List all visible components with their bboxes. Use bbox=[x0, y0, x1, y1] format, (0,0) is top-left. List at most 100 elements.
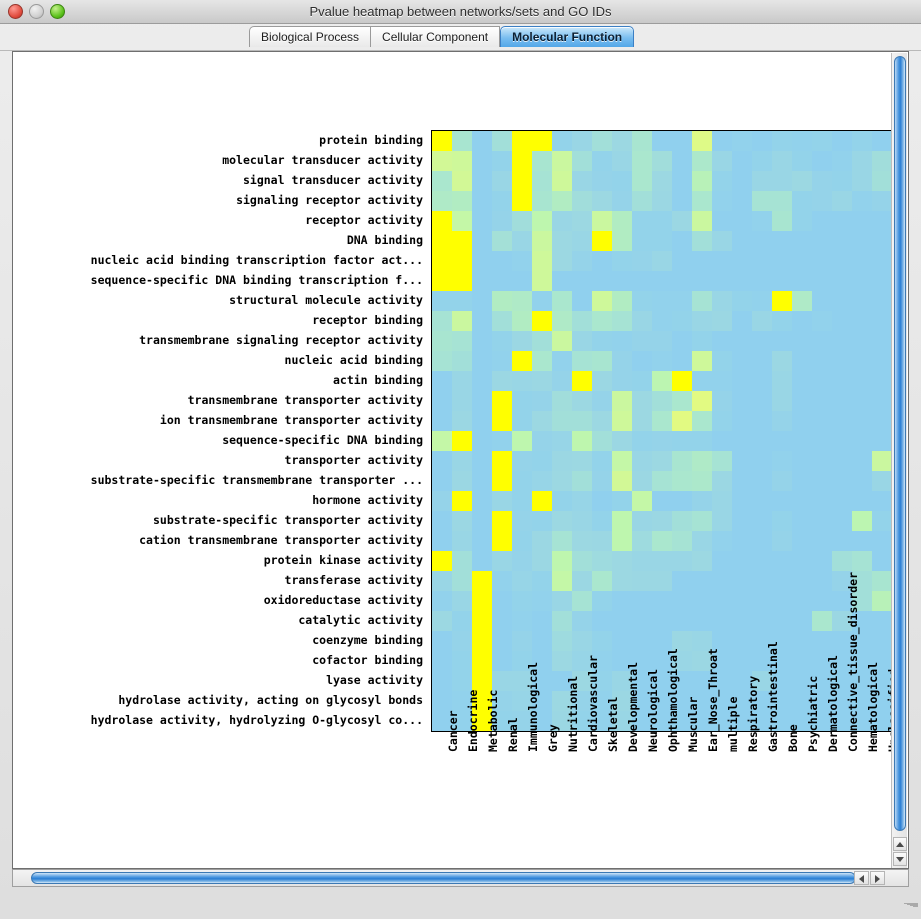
heatmap-cell[interactable] bbox=[732, 591, 752, 611]
heatmap-cell[interactable] bbox=[572, 391, 592, 411]
heatmap-cell[interactable] bbox=[752, 651, 772, 671]
heatmap-cell[interactable] bbox=[592, 631, 612, 651]
heatmap-cell[interactable] bbox=[472, 451, 492, 471]
heatmap-cell[interactable] bbox=[632, 131, 652, 151]
heatmap-cell[interactable] bbox=[432, 671, 452, 691]
heatmap-cell[interactable] bbox=[772, 691, 792, 711]
heatmap-cell[interactable] bbox=[532, 291, 552, 311]
heatmap-cell[interactable] bbox=[812, 331, 832, 351]
heatmap-cell[interactable] bbox=[612, 651, 632, 671]
heatmap-cell[interactable] bbox=[832, 191, 852, 211]
close-button[interactable] bbox=[8, 4, 23, 19]
heatmap-cell[interactable] bbox=[752, 631, 772, 651]
heatmap-cell[interactable] bbox=[712, 391, 732, 411]
heatmap-cell[interactable] bbox=[492, 531, 512, 551]
heatmap-cell[interactable] bbox=[572, 571, 592, 591]
heatmap-cell[interactable] bbox=[552, 411, 572, 431]
heatmap-cell[interactable] bbox=[752, 471, 772, 491]
heatmap-cell[interactable] bbox=[532, 611, 552, 631]
heatmap-cell[interactable] bbox=[632, 691, 652, 711]
heatmap-cell[interactable] bbox=[812, 311, 832, 331]
heatmap-cell[interactable] bbox=[592, 531, 612, 551]
heatmap-cell[interactable] bbox=[772, 351, 792, 371]
heatmap-cell[interactable] bbox=[472, 571, 492, 591]
heatmap-cell[interactable] bbox=[852, 151, 872, 171]
heatmap-cell[interactable] bbox=[432, 511, 452, 531]
heatmap-cell[interactable] bbox=[812, 711, 832, 731]
heatmap-cell[interactable] bbox=[692, 151, 712, 171]
heatmap-cell[interactable] bbox=[572, 591, 592, 611]
heatmap-cell[interactable] bbox=[552, 651, 572, 671]
heatmap-cell[interactable] bbox=[612, 691, 632, 711]
heatmap-cell[interactable] bbox=[552, 211, 572, 231]
heatmap-cell[interactable] bbox=[872, 131, 892, 151]
heatmap-cell[interactable] bbox=[712, 151, 732, 171]
heatmap-cell[interactable] bbox=[532, 671, 552, 691]
heatmap-cell[interactable] bbox=[552, 151, 572, 171]
heatmap-cell[interactable] bbox=[612, 531, 632, 551]
heatmap-cell[interactable] bbox=[652, 411, 672, 431]
heatmap-cell[interactable] bbox=[452, 391, 472, 411]
heatmap-cell[interactable] bbox=[872, 471, 892, 491]
heatmap-cell[interactable] bbox=[572, 691, 592, 711]
vertical-scrollbar[interactable] bbox=[891, 53, 907, 868]
heatmap-cell[interactable] bbox=[672, 251, 692, 271]
heatmap-cell[interactable] bbox=[512, 571, 532, 591]
heatmap-cell[interactable] bbox=[812, 391, 832, 411]
heatmap-cell[interactable] bbox=[592, 391, 612, 411]
heatmap-cell[interactable] bbox=[872, 551, 892, 571]
heatmap-cell[interactable] bbox=[452, 571, 472, 591]
heatmap-cell[interactable] bbox=[852, 351, 872, 371]
heatmap-cell[interactable] bbox=[652, 551, 672, 571]
heatmap-cell[interactable] bbox=[552, 491, 572, 511]
heatmap-cell[interactable] bbox=[532, 471, 552, 491]
heatmap-cell[interactable] bbox=[612, 451, 632, 471]
heatmap-cell[interactable] bbox=[812, 551, 832, 571]
heatmap-cell[interactable] bbox=[532, 251, 552, 271]
heatmap-cell[interactable] bbox=[652, 271, 672, 291]
heatmap-cell[interactable] bbox=[452, 231, 472, 251]
heatmap-cell[interactable] bbox=[472, 291, 492, 311]
heatmap-cell[interactable] bbox=[612, 431, 632, 451]
heatmap-cell[interactable] bbox=[432, 151, 452, 171]
heatmap-cell[interactable] bbox=[732, 431, 752, 451]
heatmap-cell[interactable] bbox=[752, 191, 772, 211]
heatmap-cell[interactable] bbox=[772, 711, 792, 731]
heatmap-cell[interactable] bbox=[672, 691, 692, 711]
heatmap-cell[interactable] bbox=[572, 431, 592, 451]
heatmap-cell[interactable] bbox=[792, 691, 812, 711]
heatmap-cell[interactable] bbox=[512, 371, 532, 391]
heatmap-cell[interactable] bbox=[732, 231, 752, 251]
heatmap-cell[interactable] bbox=[812, 611, 832, 631]
heatmap-cell[interactable] bbox=[592, 191, 612, 211]
heatmap-cell[interactable] bbox=[432, 431, 452, 451]
heatmap-cell[interactable] bbox=[852, 611, 872, 631]
heatmap-cell[interactable] bbox=[552, 711, 572, 731]
heatmap-cell[interactable] bbox=[572, 511, 592, 531]
heatmap-cell[interactable] bbox=[872, 411, 892, 431]
heatmap-cell[interactable] bbox=[772, 571, 792, 591]
heatmap-cell[interactable] bbox=[772, 251, 792, 271]
heatmap-cell[interactable] bbox=[552, 431, 572, 451]
heatmap-cell[interactable] bbox=[512, 231, 532, 251]
heatmap-cell[interactable] bbox=[752, 231, 772, 251]
heatmap-cell[interactable] bbox=[812, 651, 832, 671]
heatmap-cell[interactable] bbox=[472, 311, 492, 331]
heatmap-cell[interactable] bbox=[492, 591, 512, 611]
heatmap-cell[interactable] bbox=[492, 231, 512, 251]
heatmap-cell[interactable] bbox=[872, 531, 892, 551]
heatmap-cell[interactable] bbox=[812, 171, 832, 191]
heatmap-cell[interactable] bbox=[552, 351, 572, 371]
heatmap-cell[interactable] bbox=[692, 211, 712, 231]
heatmap-cell[interactable] bbox=[732, 171, 752, 191]
heatmap-cell[interactable] bbox=[632, 451, 652, 471]
heatmap-cell[interactable] bbox=[492, 611, 512, 631]
heatmap-cell[interactable] bbox=[832, 491, 852, 511]
heatmap-cell[interactable] bbox=[432, 131, 452, 151]
heatmap-cell[interactable] bbox=[832, 391, 852, 411]
heatmap-cell[interactable] bbox=[752, 671, 772, 691]
heatmap-cell[interactable] bbox=[852, 691, 872, 711]
heatmap-cell[interactable] bbox=[472, 131, 492, 151]
heatmap-cell[interactable] bbox=[452, 631, 472, 651]
heatmap-cell[interactable] bbox=[832, 611, 852, 631]
